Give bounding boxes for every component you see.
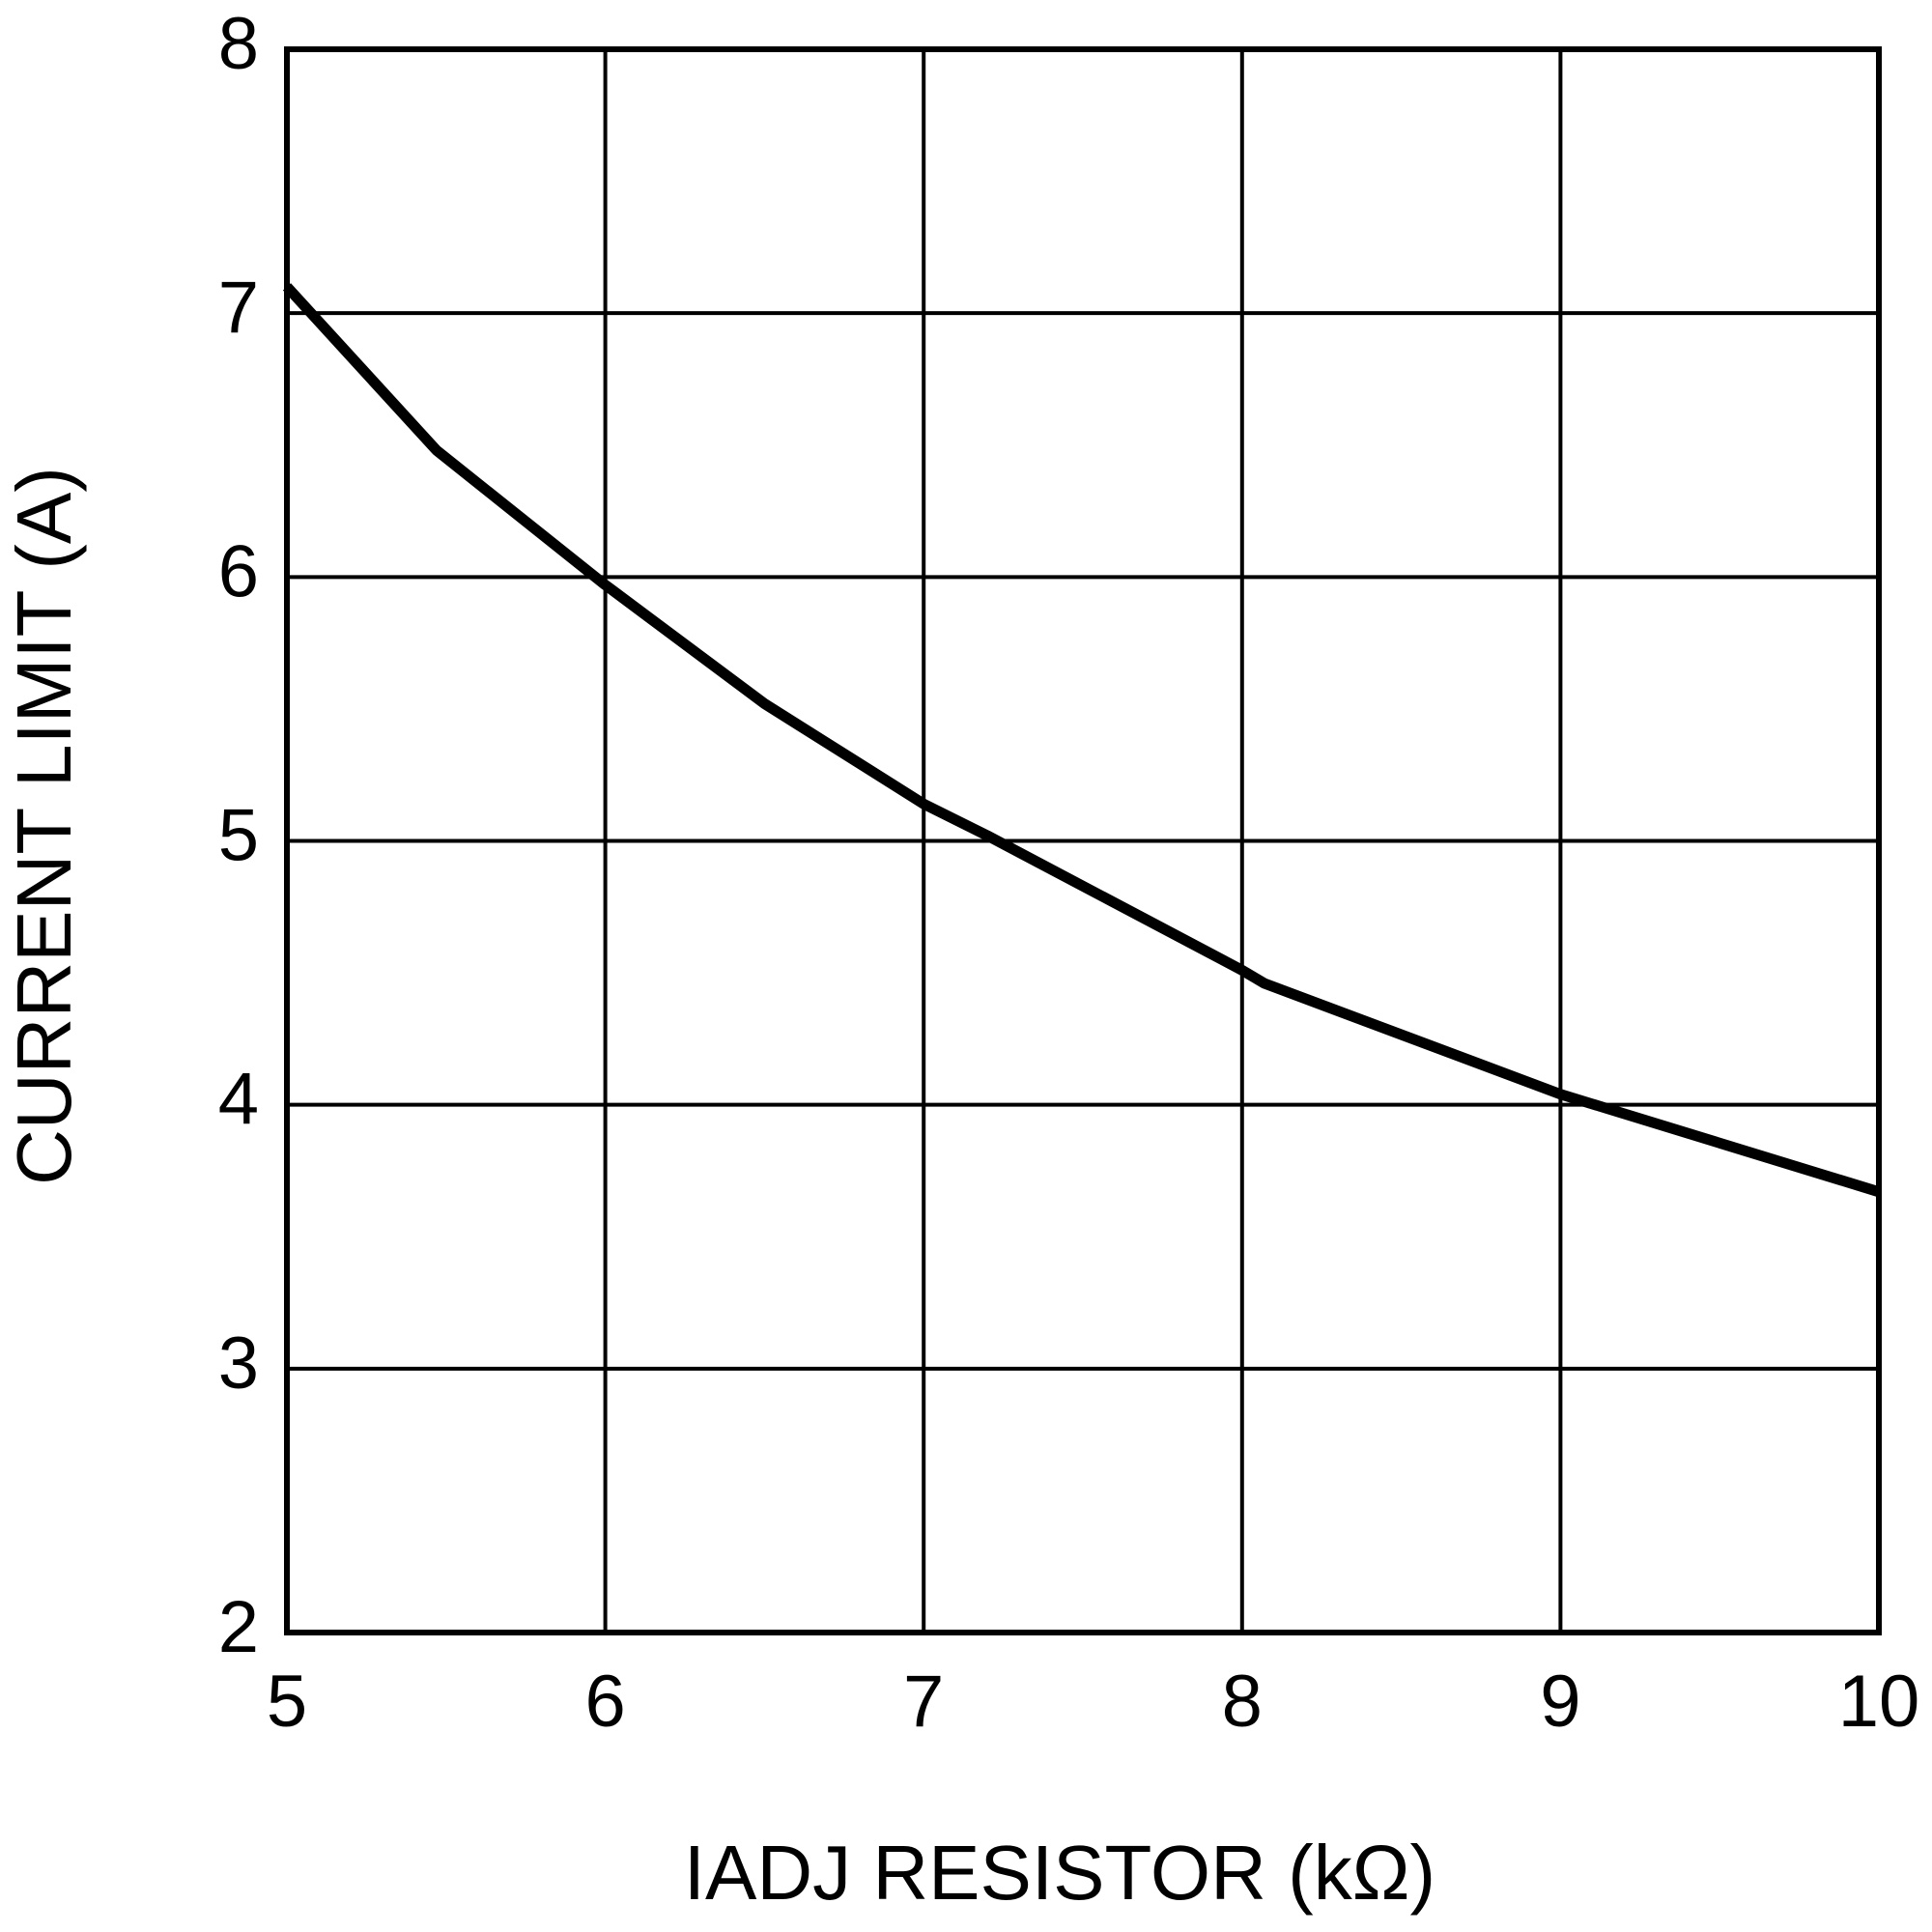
y-tick-label: 5 (218, 795, 259, 877)
x-tick-label: 5 (267, 1661, 307, 1743)
y-tick-label: 8 (218, 3, 259, 85)
x-axis-title: IADJ RESISTOR (kΩ) (684, 1830, 1435, 1916)
x-tick-label: 8 (1222, 1661, 1263, 1743)
data-line (282, 283, 1881, 1198)
x-tick-label: 7 (903, 1661, 944, 1743)
plot-frame (284, 46, 1882, 1635)
y-tick-label: 4 (218, 1059, 259, 1141)
x-tick-label: 6 (584, 1661, 625, 1743)
y-tick-label: 6 (218, 530, 259, 612)
y-axis-title: CURRENT LIMIT (A) (1, 467, 87, 1185)
y-tick-label: 3 (218, 1322, 259, 1405)
y-tick-label: 2 (218, 1586, 259, 1668)
x-tick-label: 9 (1540, 1661, 1580, 1743)
x-tick-label: 10 (1838, 1661, 1920, 1743)
y-tick-label: 7 (218, 267, 259, 349)
